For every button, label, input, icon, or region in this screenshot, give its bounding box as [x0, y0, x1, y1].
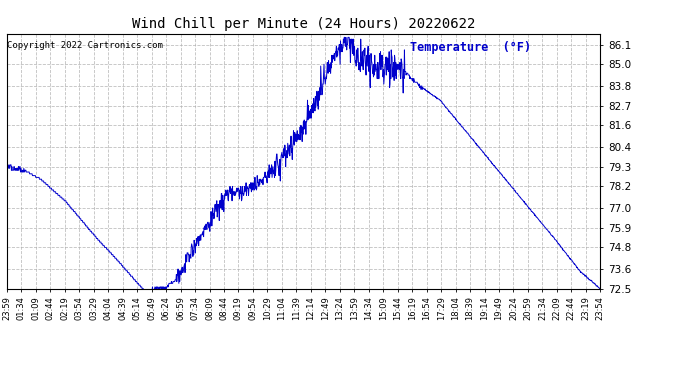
Text: Temperature  (°F): Temperature (°F) — [411, 41, 531, 54]
Text: Copyright 2022 Cartronics.com: Copyright 2022 Cartronics.com — [8, 41, 164, 50]
Title: Wind Chill per Minute (24 Hours) 20220622: Wind Chill per Minute (24 Hours) 2022062… — [132, 17, 475, 31]
